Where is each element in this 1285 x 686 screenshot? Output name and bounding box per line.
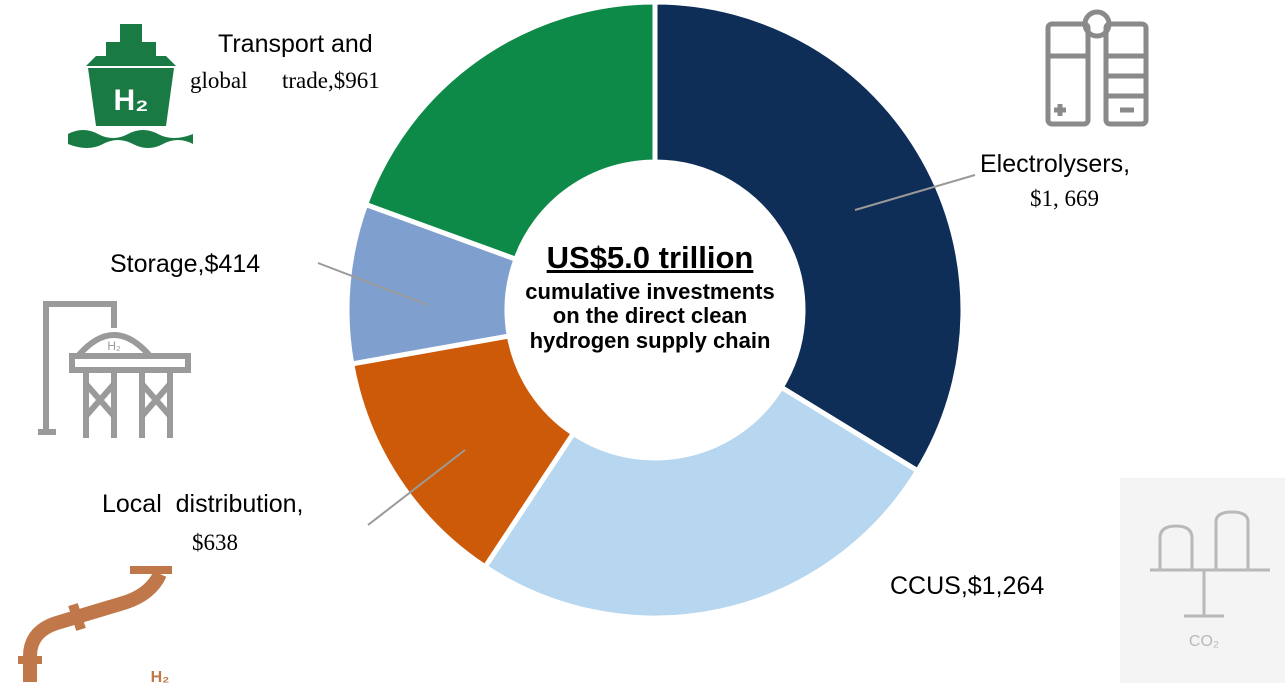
center-title: US$5.0 trillion — [546, 240, 754, 275]
co2-text: CO₂ — [1189, 633, 1219, 650]
label-electrolysers-value: $1, 669 — [1030, 186, 1099, 211]
leader-line-electrolysers — [854, 174, 976, 211]
leader-line-local — [367, 449, 466, 526]
label-electrolysers-line1: Electrolysers, — [980, 150, 1131, 178]
hydrogen-storage-tank-icon: H₂ — [38, 301, 191, 438]
hydrogen-pipe-icon: H₂ — [18, 566, 172, 686]
label-local-distribution-value: $638 — [192, 530, 238, 555]
donut-slice-transport-and-global-trade — [362, 0, 658, 263]
co2-capture-plant-icon: CO₂ — [1120, 478, 1285, 683]
label-ccus: CCUS,$1,264 — [890, 572, 1045, 600]
donut-slice-electrolysers — [652, 0, 966, 475]
donut-hole — [509, 164, 801, 456]
electrolyser-icon — [1045, 9, 1149, 127]
label-local-distribution-line1: Local distribution, — [102, 490, 304, 518]
ship-h2-text: H₂ — [114, 84, 149, 117]
leader-line-storage — [317, 262, 429, 306]
tank-h2-text: H₂ — [107, 339, 121, 353]
donut-slice-ccus — [481, 383, 922, 621]
donut-center-text: US$5.0 trillion cumulative investments o… — [505, 240, 795, 354]
label-transport-line1: Transport and — [218, 30, 373, 58]
hydrogen-ship-icon: H₂ — [68, 24, 193, 148]
label-transport-line2: global trade,$961 — [190, 68, 380, 93]
center-subtitle: cumulative investments on the direct cle… — [525, 278, 775, 353]
label-storage: Storage,$414 — [110, 250, 261, 278]
pipe-h2-text: H₂ — [151, 669, 170, 686]
